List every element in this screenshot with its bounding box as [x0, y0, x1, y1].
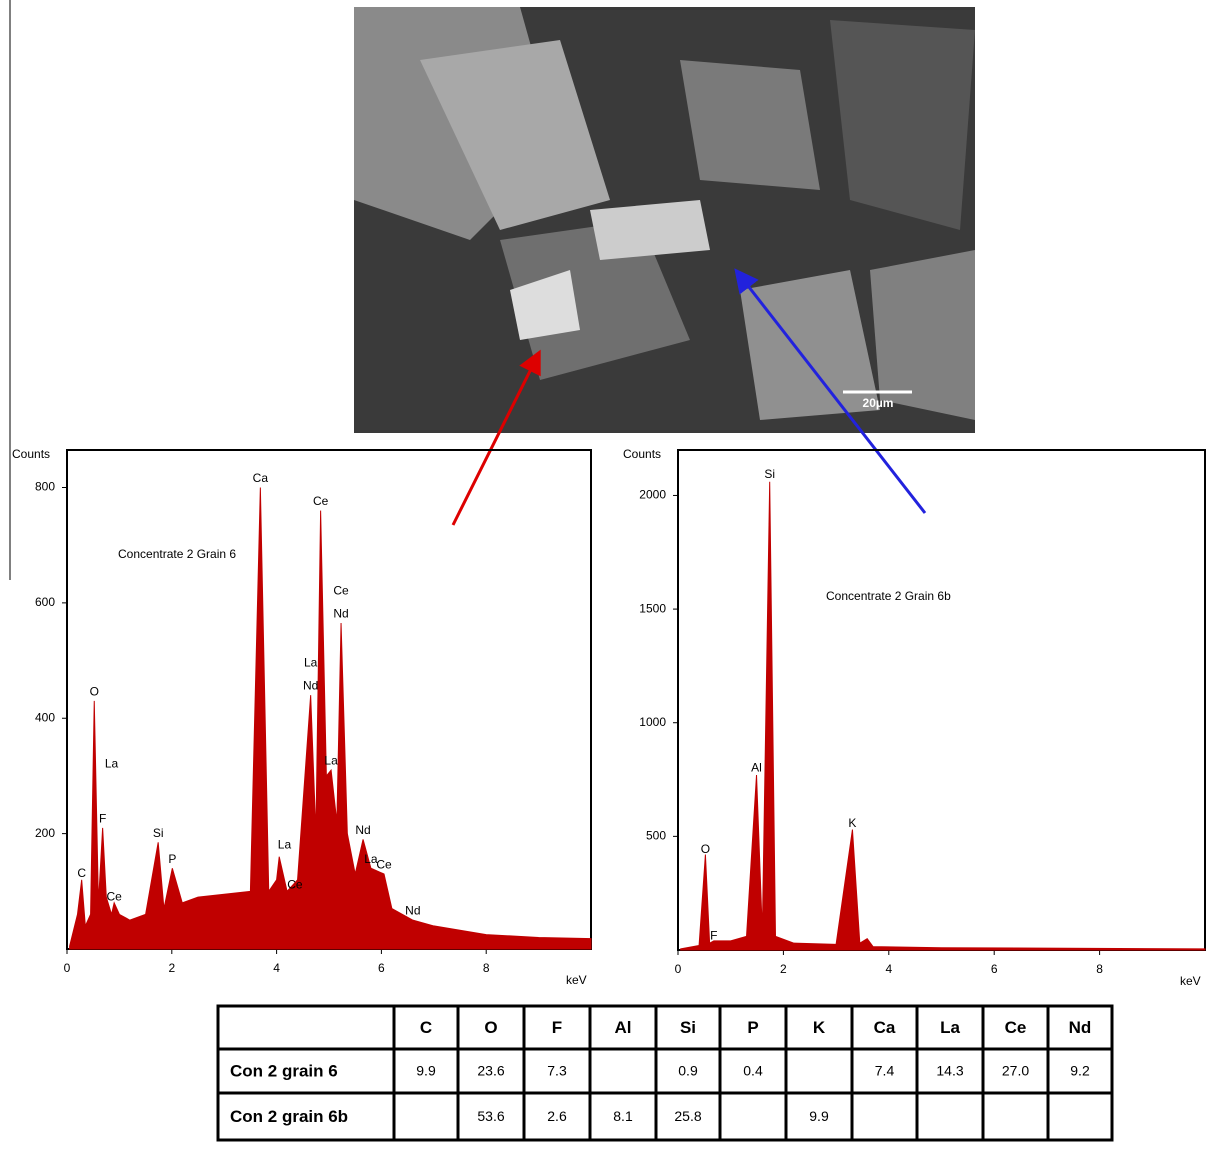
table-header: Ce	[1005, 1018, 1027, 1037]
x-axis-label: keV	[566, 973, 587, 987]
table: C O F Al Si P K Ca La Ce Nd Con 2 grain 6 9.9 23.6 7.3…	[218, 1006, 1112, 1140]
peak-label: Ce	[287, 878, 303, 892]
table-value: 53.6	[477, 1108, 504, 1124]
peak-label: Si	[153, 826, 164, 840]
y-tick-label: 2000	[639, 488, 666, 502]
x-tick-label: 8	[483, 961, 490, 975]
table-header: Con 2 grain 6	[230, 1061, 338, 1080]
table-header: O	[484, 1018, 497, 1037]
table-header: Nd	[1069, 1018, 1092, 1037]
peak-label: F	[99, 811, 106, 825]
x-tick-label: 6	[991, 962, 998, 976]
peak-label: La	[278, 837, 292, 851]
y-tick-label: 500	[646, 829, 666, 843]
x-tick-label: 0	[64, 961, 71, 975]
peak-label: Ce	[333, 584, 349, 598]
table-value: 14.3	[936, 1063, 963, 1079]
peak-label: Nd	[355, 823, 370, 837]
table-header: K	[813, 1018, 826, 1037]
table-value: 0.4	[743, 1063, 763, 1079]
table-value: 9.2	[1070, 1063, 1090, 1079]
x-tick-label: 2	[780, 962, 787, 976]
table-value: 25.8	[674, 1108, 701, 1124]
table-value: 0.9	[678, 1063, 698, 1079]
table-value: 8.1	[613, 1108, 633, 1124]
table-cell	[983, 1093, 1048, 1140]
y-tick-label: 600	[35, 595, 55, 609]
y-tick-label: 1500	[639, 601, 666, 615]
table-cell	[852, 1093, 917, 1140]
table-cell	[1048, 1093, 1112, 1140]
peak-label: K	[848, 816, 856, 830]
table-cell	[786, 1049, 852, 1093]
scale-bar-label: 20µm	[863, 396, 894, 410]
table-cell	[590, 1049, 656, 1093]
x-axis-label: keV	[1180, 974, 1201, 988]
peak-label: O	[90, 684, 99, 698]
peak-label: Ce	[376, 858, 392, 872]
y-axis-label: Counts	[623, 447, 661, 461]
sem-image: 20µm	[354, 7, 975, 433]
peak-label: Nd	[333, 607, 348, 621]
peak-label: Ca	[253, 471, 269, 485]
x-tick-label: 8	[1096, 962, 1103, 976]
table-value: 23.6	[477, 1063, 504, 1079]
y-tick-label: 1000	[639, 715, 666, 729]
table-header: P	[747, 1018, 758, 1037]
table-header: La	[940, 1018, 960, 1037]
table-value: 27.0	[1002, 1063, 1029, 1079]
y-tick-label: 400	[35, 710, 55, 724]
x-tick-label: 6	[378, 961, 385, 975]
table-header: Al	[615, 1018, 632, 1037]
table-header: F	[552, 1018, 562, 1037]
y-axis-label: Counts	[12, 447, 50, 461]
peak-label: P	[168, 852, 176, 866]
peak-label: F	[710, 929, 717, 943]
peak-label: La	[105, 757, 119, 771]
table-header: Con 2 grain 6b	[230, 1107, 348, 1126]
x-tick-label: 0	[675, 962, 682, 976]
y-tick-label: 800	[35, 480, 55, 494]
peak-label: Si	[764, 467, 775, 481]
table-value: 7.4	[875, 1063, 895, 1079]
table-cell	[394, 1093, 458, 1140]
y-tick-label: 200	[35, 826, 55, 840]
peak-label: Ce	[313, 494, 329, 508]
x-tick-label: 4	[273, 961, 280, 975]
peak-label: Nd	[405, 904, 420, 918]
table-header: C	[420, 1018, 432, 1037]
peak-label: La	[304, 656, 318, 670]
table-value: 9.9	[809, 1108, 829, 1124]
peak-label: La	[324, 754, 338, 768]
chart-title: Concentrate 2 Grain 6b	[826, 589, 951, 603]
table-cell	[720, 1093, 786, 1140]
x-tick-label: 4	[885, 962, 892, 976]
table-header: Si	[680, 1018, 696, 1037]
peak-label: Ce	[106, 889, 122, 903]
peak-label: Al	[751, 760, 762, 774]
chart-title: Concentrate 2 Grain 6	[118, 547, 236, 561]
table-cell	[218, 1006, 394, 1049]
peak-label: Nd	[303, 679, 318, 693]
table-value: 2.6	[547, 1108, 567, 1124]
spectrum-area	[681, 482, 1205, 950]
table-value: 9.9	[416, 1063, 436, 1079]
table-value: 7.3	[547, 1063, 567, 1079]
x-tick-label: 2	[168, 961, 175, 975]
figure: 20µm C O F Al Si P K Ca La Ce Nd Con 2 grain 6 9.9 23…	[0, 0, 1208, 1151]
table-header: Ca	[874, 1018, 896, 1037]
peak-label: C	[77, 866, 86, 880]
peak-label: O	[701, 842, 710, 856]
table-cell	[917, 1093, 983, 1140]
